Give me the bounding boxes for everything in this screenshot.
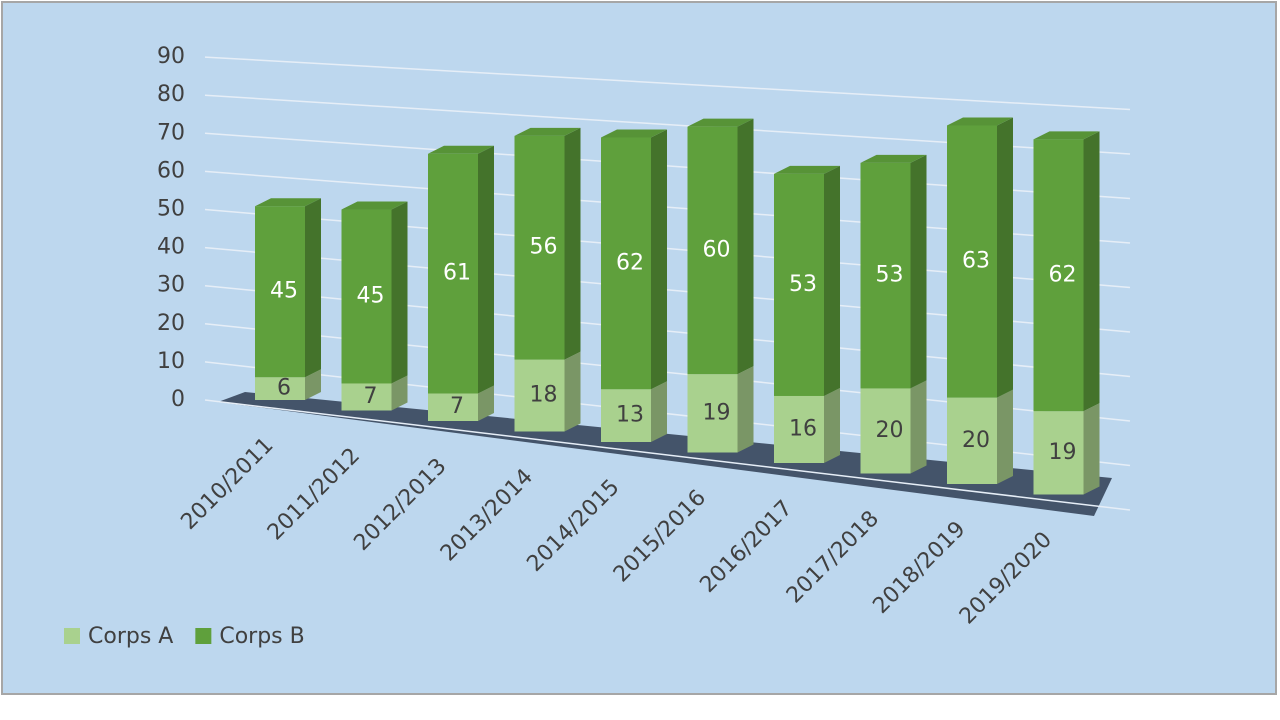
y-tick-label: 30 — [157, 273, 185, 298]
data-label: 61 — [443, 261, 471, 286]
bar-front — [255, 206, 305, 378]
bar-front — [860, 388, 911, 474]
bar-side — [1083, 403, 1100, 495]
bar-front — [687, 374, 738, 453]
data-label: 7 — [450, 394, 464, 419]
bar-front — [947, 125, 997, 398]
bar-top — [514, 127, 581, 136]
bar-top — [1033, 131, 1100, 140]
y-tick-label: 20 — [157, 311, 185, 336]
data-label: 63 — [962, 249, 990, 274]
data-label: 60 — [703, 237, 731, 262]
bar-top — [341, 201, 408, 210]
bar-top — [947, 117, 1013, 126]
bar-side — [651, 381, 667, 442]
data-label: 19 — [1049, 440, 1077, 465]
data-label: 6 — [277, 376, 291, 401]
bar-side — [651, 129, 667, 390]
bar-top — [601, 129, 667, 138]
data-label: 56 — [530, 235, 558, 260]
y-tick-label: 40 — [157, 235, 185, 260]
data-label: 62 — [1049, 262, 1077, 287]
data-label: 7 — [364, 384, 378, 409]
bar-side — [1083, 131, 1100, 412]
bar-front — [947, 397, 997, 484]
bar-side — [737, 366, 754, 453]
y-tick-label: 80 — [157, 82, 185, 107]
bar — [687, 118, 754, 375]
legend-swatch — [64, 628, 80, 644]
data-label: 45 — [357, 283, 385, 308]
bar-front — [428, 393, 478, 421]
bar — [341, 201, 408, 384]
bar-side — [910, 380, 927, 474]
bar-front — [428, 153, 478, 394]
bar-side — [997, 117, 1013, 398]
bar-front — [514, 135, 565, 360]
bar-side — [824, 165, 840, 396]
bar-front — [1033, 139, 1084, 412]
bar-side — [478, 385, 494, 421]
bar — [774, 387, 840, 463]
bar-side — [305, 369, 321, 400]
bar-side — [997, 389, 1013, 484]
bar-front — [341, 209, 392, 384]
bar — [1033, 131, 1100, 412]
data-label: 53 — [789, 272, 817, 297]
y-tick-label: 0 — [171, 387, 185, 412]
bar-front — [341, 383, 392, 411]
data-label: 62 — [616, 250, 644, 275]
bar-side — [305, 198, 321, 378]
data-label: 20 — [876, 418, 904, 443]
y-tick-label: 90 — [157, 44, 185, 69]
bar — [514, 127, 581, 360]
bar-side — [564, 127, 581, 360]
grid-line — [204, 399, 1131, 511]
bar-side — [564, 351, 581, 432]
legend-swatch — [195, 628, 212, 644]
data-label: 19 — [703, 400, 731, 425]
bar-front — [514, 359, 565, 432]
legend-label: Corps B — [219, 624, 304, 649]
bar-side — [737, 118, 754, 375]
bar-front — [687, 126, 738, 375]
grid-line — [204, 56, 1131, 111]
bar-top — [255, 198, 321, 207]
bar — [255, 198, 321, 378]
bar-front — [255, 377, 305, 400]
y-tick-label: 60 — [157, 158, 185, 183]
bar-front — [601, 137, 651, 390]
bar-side — [391, 375, 408, 411]
bar-front — [1033, 411, 1084, 495]
data-label: 45 — [270, 279, 298, 304]
bar-front — [774, 395, 824, 463]
data-label: 16 — [789, 416, 817, 441]
bar — [947, 117, 1013, 398]
bar-top — [774, 165, 840, 174]
bar-front — [601, 389, 651, 442]
bar-top — [687, 118, 754, 127]
bar — [601, 381, 667, 442]
legend-label: Corps A — [88, 624, 173, 649]
bar — [860, 154, 927, 389]
bar — [774, 165, 840, 396]
bar-side — [478, 145, 494, 394]
bar-top — [428, 145, 494, 154]
bar — [428, 145, 494, 394]
bar-front — [774, 173, 824, 396]
data-label: 20 — [962, 428, 990, 453]
bar — [601, 129, 667, 390]
y-tick-label: 50 — [157, 197, 185, 222]
bar-side — [391, 201, 408, 384]
bar-top — [860, 154, 927, 163]
data-label: 53 — [876, 263, 904, 288]
bar-side — [824, 387, 840, 463]
y-tick-label: 10 — [157, 349, 185, 374]
data-label: 13 — [616, 403, 644, 428]
y-tick-label: 70 — [157, 120, 185, 145]
bar-side — [910, 154, 927, 389]
data-label: 18 — [530, 383, 558, 408]
bar-front — [860, 162, 911, 389]
